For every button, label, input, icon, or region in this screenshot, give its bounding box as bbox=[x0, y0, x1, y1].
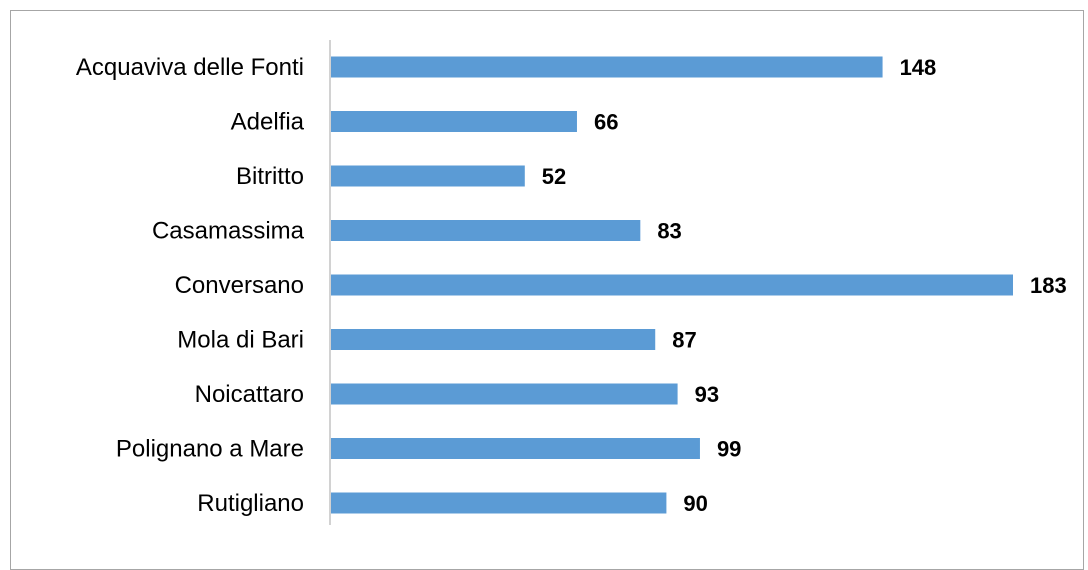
bar-chart: Acquaviva delle Fonti Adelfia Bitritto Casa… bbox=[76, 40, 1067, 525]
bar bbox=[331, 492, 667, 514]
bar bbox=[331, 220, 641, 241]
bar bbox=[331, 274, 1013, 296]
category-label: Mola di Bari bbox=[177, 327, 304, 354]
value-label: 148 bbox=[900, 55, 937, 80]
category-labels: Acquaviva delle Fonti Adelfia Bitritto Casa… bbox=[76, 54, 305, 517]
value-labels: 148 66 52 83 183 87 93 99 90 bbox=[542, 55, 1067, 516]
category-label: Rutigliano bbox=[197, 490, 304, 517]
value-label: 99 bbox=[717, 437, 741, 462]
category-label: Adelfia bbox=[231, 109, 305, 136]
value-label: 90 bbox=[683, 491, 707, 516]
category-label: Acquaviva delle Fonti bbox=[76, 54, 304, 81]
value-label: 183 bbox=[1030, 273, 1067, 298]
category-label: Polignano a Mare bbox=[116, 436, 304, 463]
value-label: 52 bbox=[542, 164, 566, 189]
category-label: Conversano bbox=[175, 272, 304, 299]
category-label: Bitritto bbox=[236, 163, 304, 190]
category-label: Noicattaro bbox=[195, 381, 304, 408]
bar bbox=[331, 111, 577, 132]
bar bbox=[331, 56, 883, 78]
value-label: 66 bbox=[594, 110, 618, 135]
bar bbox=[331, 438, 700, 459]
bar bbox=[331, 329, 656, 350]
bar bbox=[331, 165, 525, 187]
category-label: Casamassima bbox=[152, 218, 305, 245]
bar bbox=[331, 383, 678, 405]
value-label: 83 bbox=[657, 219, 681, 244]
value-label: 87 bbox=[672, 328, 696, 353]
bars-group bbox=[331, 56, 1013, 514]
value-label: 93 bbox=[695, 382, 719, 407]
